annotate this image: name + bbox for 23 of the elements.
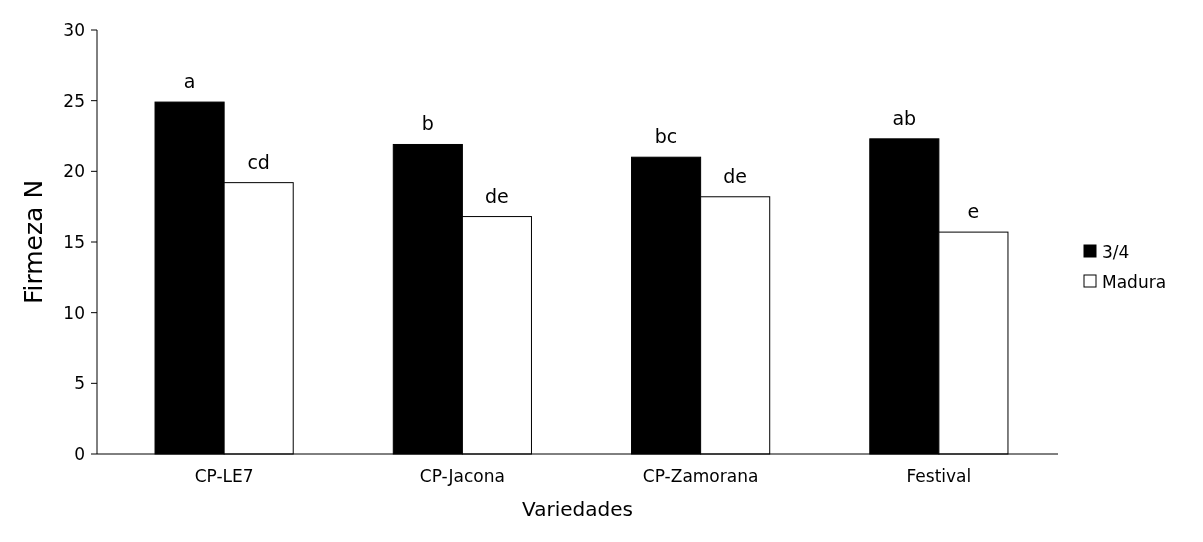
y-tick-label: 0 bbox=[74, 443, 85, 464]
y-axis-title: Firmeza N bbox=[19, 179, 48, 305]
y-tick-label: 10 bbox=[63, 302, 85, 323]
x-tick-label: CP-LE7 bbox=[194, 466, 254, 486]
y-tick-label: 15 bbox=[63, 231, 85, 252]
annotation: de bbox=[723, 164, 748, 187]
y-tick-label: 5 bbox=[74, 373, 85, 394]
annotation: cd bbox=[247, 150, 270, 173]
x-tick-label: Festival bbox=[906, 466, 972, 486]
y-tick-label: 25 bbox=[63, 90, 85, 111]
y-tick-label: 20 bbox=[63, 161, 85, 182]
legend-label: Madura bbox=[1102, 271, 1167, 292]
y-tick-label: 30 bbox=[63, 19, 85, 40]
legend-label: 3/4 bbox=[1102, 241, 1130, 262]
x-axis-title: Variedades bbox=[522, 497, 633, 521]
annotation: ab bbox=[892, 106, 917, 129]
annotation: b bbox=[421, 112, 434, 135]
annotation: a bbox=[183, 70, 196, 93]
x-tick-label: CP-Zamorana bbox=[642, 466, 759, 486]
annotation: e bbox=[967, 200, 980, 223]
x-tick-label: CP-Jacona bbox=[419, 466, 505, 486]
annotation: de bbox=[485, 184, 509, 207]
annotation: bc bbox=[654, 125, 678, 148]
